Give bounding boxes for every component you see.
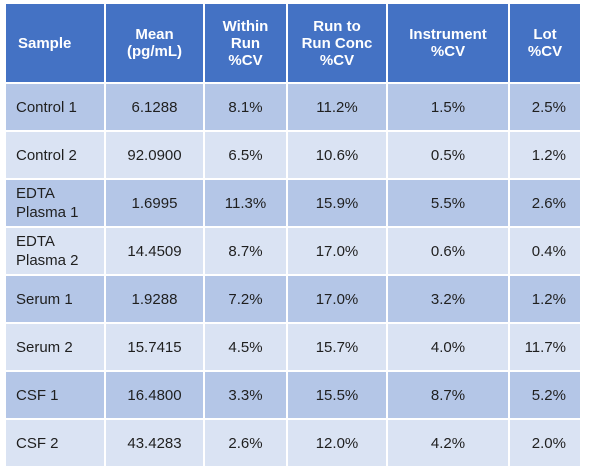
- header-instrument: Instrument %CV: [388, 4, 510, 84]
- cell-sample: Serum 1: [6, 276, 106, 324]
- header-sample: Sample: [6, 4, 106, 84]
- cell-within-run: 4.5%: [205, 324, 288, 372]
- cell-sample: CSF 1: [6, 372, 106, 420]
- cell-sample-line: CSF 1: [16, 386, 59, 404]
- cell-sample-line: EDTA: [16, 185, 55, 202]
- table-row: EDTA Plasma 1 1.6995 11.3% 15.9% 5.5% 2.6…: [6, 180, 580, 228]
- cell-mean: 92.0900: [106, 132, 205, 180]
- cell-sample-line: Control 2: [16, 146, 77, 164]
- cell-lot: 11.7%: [510, 324, 580, 372]
- cell-mean: 43.4283: [106, 420, 205, 466]
- cell-lot: 1.2%: [510, 132, 580, 180]
- header-within-run: Within Run %CV: [205, 4, 288, 84]
- table-row: Serum 1 1.9288 7.2% 17.0% 3.2% 1.2%: [6, 276, 580, 324]
- cell-within-run: 11.3%: [205, 180, 288, 228]
- cell-sample-line: Serum 1: [16, 290, 73, 308]
- cell-sample: EDTA Plasma 1: [6, 180, 106, 228]
- cell-run-to-run: 15.5%: [288, 372, 388, 420]
- header-lot-line-2: %CV: [527, 43, 563, 60]
- cell-instrument: 0.5%: [388, 132, 510, 180]
- header-lot-line-1: Lot: [533, 26, 557, 43]
- cell-lot: 0.4%: [510, 228, 580, 276]
- cell-lot: 2.6%: [510, 180, 580, 228]
- header-run-to-run-line-3: %CV: [319, 51, 355, 69]
- header-instrument-line-2: %CV: [430, 43, 466, 60]
- table-row: Control 1 6.1288 8.1% 11.2% 1.5% 2.5%: [6, 84, 580, 132]
- cell-run-to-run: 15.9%: [288, 180, 388, 228]
- header-within-run-line-1: Within: [222, 17, 269, 35]
- header-run-to-run: Run to Run Conc %CV: [288, 4, 388, 84]
- cell-lot: 1.2%: [510, 276, 580, 324]
- cell-sample: Control 1: [6, 84, 106, 132]
- table-row: Serum 2 15.7415 4.5% 15.7% 4.0% 11.7%: [6, 324, 580, 372]
- cell-lot: 2.0%: [510, 420, 580, 466]
- cell-sample: Control 2: [6, 132, 106, 180]
- cell-instrument: 4.0%: [388, 324, 510, 372]
- cell-within-run: 3.3%: [205, 372, 288, 420]
- cell-instrument: 5.5%: [388, 180, 510, 228]
- cell-run-to-run: 12.0%: [288, 420, 388, 466]
- cell-sample-line: Plasma 2: [16, 252, 79, 269]
- header-instrument-line-1: Instrument: [409, 26, 487, 43]
- header-within-run-line-2: Run: [230, 34, 261, 52]
- cell-sample: Serum 2: [6, 324, 106, 372]
- cell-run-to-run: 17.0%: [288, 276, 388, 324]
- cell-instrument: 8.7%: [388, 372, 510, 420]
- cell-run-to-run: 17.0%: [288, 228, 388, 276]
- cell-mean: 1.9288: [106, 276, 205, 324]
- cell-within-run: 2.6%: [205, 420, 288, 466]
- table-row: CSF 2 43.4283 2.6% 12.0% 4.2% 2.0%: [6, 420, 580, 466]
- cell-within-run: 8.1%: [205, 84, 288, 132]
- cell-mean: 1.6995: [106, 180, 205, 228]
- cell-sample-line: Control 1: [16, 98, 77, 116]
- cell-sample-line: Serum 2: [16, 338, 73, 356]
- header-run-to-run-line-1: Run to: [313, 17, 361, 35]
- header-mean: Mean (pg/mL): [106, 4, 205, 84]
- cell-sample-line: CSF 2: [16, 434, 59, 452]
- cell-sample-line: Plasma 1: [16, 204, 79, 221]
- header-sample-line-1: Sample: [18, 34, 72, 52]
- cell-sample: CSF 2: [6, 420, 106, 466]
- cell-instrument: 1.5%: [388, 84, 510, 132]
- header-mean-line-2: (pg/mL): [127, 43, 182, 60]
- cell-within-run: 6.5%: [205, 132, 288, 180]
- table-row: EDTA Plasma 2 14.4509 8.7% 17.0% 0.6% 0.4…: [6, 228, 580, 276]
- header-row: Sample Mean (pg/mL) Within Run %CV Run t…: [6, 4, 580, 84]
- cell-within-run: 8.7%: [205, 228, 288, 276]
- cell-sample: EDTA Plasma 2: [6, 228, 106, 276]
- cell-mean: 6.1288: [106, 84, 205, 132]
- cell-run-to-run: 11.2%: [288, 84, 388, 132]
- header-within-run-line-3: %CV: [228, 51, 263, 69]
- cell-mean: 16.4800: [106, 372, 205, 420]
- cv-table: Sample Mean (pg/mL) Within Run %CV Run t…: [6, 4, 580, 466]
- cell-instrument: 0.6%: [388, 228, 510, 276]
- cell-lot: 5.2%: [510, 372, 580, 420]
- cell-lot: 2.5%: [510, 84, 580, 132]
- cell-instrument: 4.2%: [388, 420, 510, 466]
- cell-instrument: 3.2%: [388, 276, 510, 324]
- cell-run-to-run: 15.7%: [288, 324, 388, 372]
- cell-run-to-run: 10.6%: [288, 132, 388, 180]
- table-row: Control 2 92.0900 6.5% 10.6% 0.5% 1.2%: [6, 132, 580, 180]
- header-run-to-run-line-2: Run Conc: [301, 34, 373, 52]
- header-lot: Lot %CV: [510, 4, 580, 84]
- table-row: CSF 1 16.4800 3.3% 15.5% 8.7% 5.2%: [6, 372, 580, 420]
- cell-mean: 14.4509: [106, 228, 205, 276]
- header-mean-line-1: Mean: [135, 26, 174, 43]
- cell-sample-line: EDTA: [16, 233, 55, 250]
- cell-within-run: 7.2%: [205, 276, 288, 324]
- cell-mean: 15.7415: [106, 324, 205, 372]
